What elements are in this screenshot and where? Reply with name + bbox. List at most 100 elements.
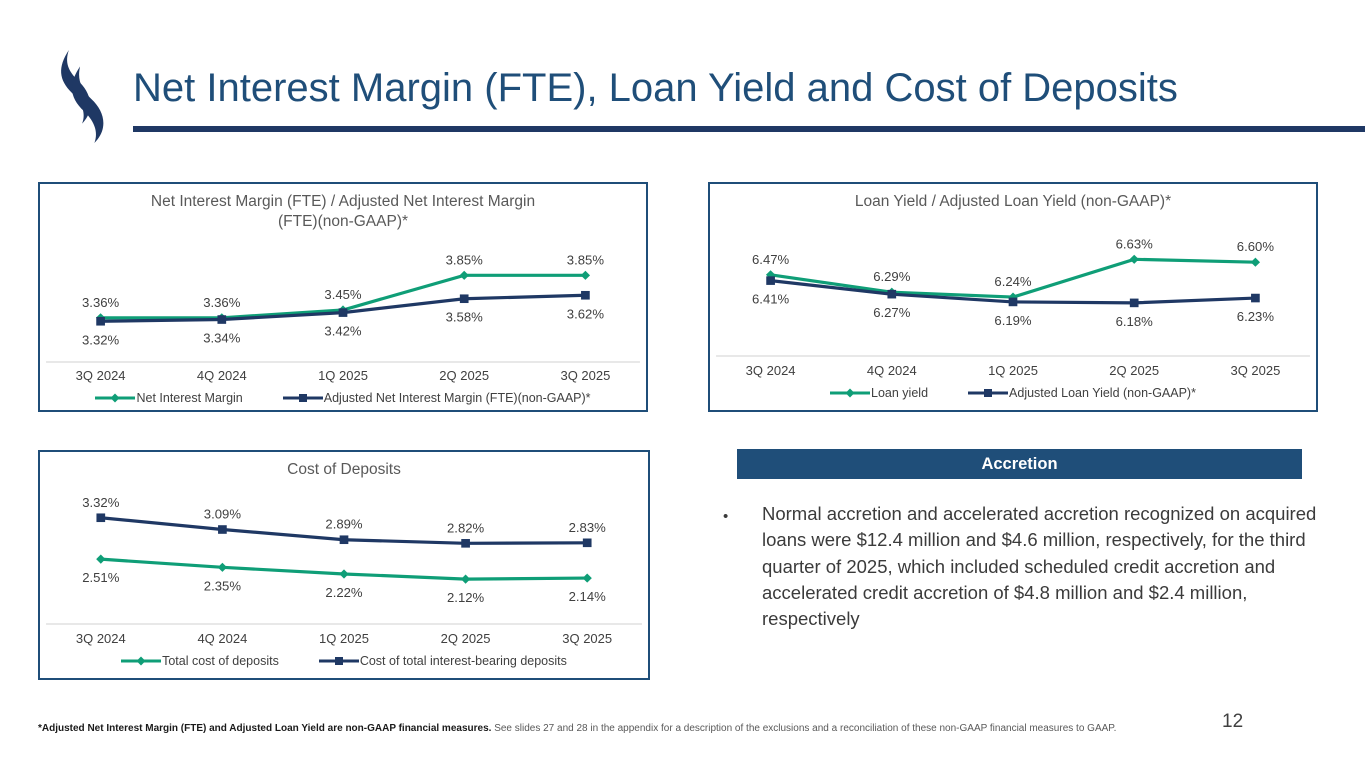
- data-label: 6.29%: [873, 269, 911, 284]
- data-label: 6.18%: [1116, 314, 1154, 329]
- data-label: 3.45%: [324, 287, 362, 302]
- square-marker: [582, 538, 592, 548]
- x-axis-label: 2Q 2025: [1109, 362, 1160, 378]
- data-label: 6.41%: [752, 292, 790, 307]
- data-label: 6.19%: [994, 313, 1032, 328]
- diamond-marker: [1129, 254, 1139, 265]
- legend-item: Adjusted Loan Yield (non-GAAP)*: [968, 386, 1196, 400]
- diamond-marker: [339, 569, 349, 579]
- x-axis-label: 2Q 2025: [440, 630, 491, 646]
- data-label: 2.22%: [325, 585, 363, 600]
- x-axis-label: 1Q 2025: [319, 630, 369, 646]
- diamond-marker: [582, 573, 592, 583]
- data-label: 6.63%: [1116, 237, 1154, 252]
- square-marker: [96, 513, 106, 523]
- data-label: 6.60%: [1237, 239, 1275, 254]
- data-label: 3.85%: [567, 253, 605, 268]
- data-label: 6.24%: [994, 274, 1032, 289]
- diamond-marker: [1250, 257, 1261, 267]
- square-marker: [887, 290, 897, 299]
- data-label: 3.42%: [324, 324, 362, 339]
- chart-title: Net Interest Margin (FTE) / Adjusted Net…: [150, 193, 536, 231]
- footnote-rest-text: See slides 27 and 28 in the appendix for…: [491, 723, 1117, 734]
- legend-label: Cost of total interest-bearing deposits: [359, 654, 567, 669]
- square-marker: [217, 315, 227, 325]
- page-title: Net Interest Margin (FTE), Loan Yield an…: [133, 66, 1178, 110]
- x-axis-label: 3Q 2025: [1230, 362, 1281, 378]
- square-marker: [1251, 293, 1260, 303]
- diamond-marker: [580, 271, 591, 281]
- x-axis-label: 3Q 2024: [75, 630, 126, 646]
- footnote: *Adjusted Net Interest Margin (FTE) and …: [38, 722, 1163, 736]
- chart-canvas: 6.47% 6.29% 6.24% 6.63% 6.60% 6.41% 6.27% 6.19%…: [716, 237, 1310, 357]
- company-logo-icon: [61, 50, 104, 143]
- legend-label: Loan yield: [871, 386, 929, 401]
- chart-loan-yield: Loan Yield / Adjusted Loan Yield (non-GA…: [708, 182, 1318, 412]
- chart-legend: Net Interest Margin Adjusted Net Interest…: [40, 385, 646, 410]
- square-marker: [766, 276, 775, 286]
- x-axis-label: 3Q 2025: [562, 630, 613, 646]
- chart-title: Cost of Deposits: [287, 461, 401, 478]
- x-axis-label: 3Q 2024: [75, 368, 126, 384]
- data-label: 3.36%: [203, 295, 241, 310]
- accretion-bullet-text: Normal accretion and accelerated accreti…: [762, 503, 1317, 630]
- diamond-marker: [217, 562, 228, 573]
- legend-label: Total cost of deposits: [162, 654, 279, 669]
- data-label: 6.27%: [873, 305, 911, 320]
- legend-marker-icon: [318, 657, 359, 666]
- data-label: 2.12%: [447, 590, 485, 605]
- accretion-header: Accretion: [737, 449, 1302, 479]
- legend-item: Cost of total interest-bearing deposits: [318, 654, 567, 669]
- square-marker: [338, 308, 348, 318]
- footnote-bold-text: *Adjusted Net Interest Margin (FTE) and …: [38, 723, 492, 734]
- x-axis-label: 1Q 2025: [318, 368, 368, 384]
- chart-canvas: 2.51% 2.35% 2.22% 2.12% 2.14% 3.32% 3.09% 2.89%…: [46, 495, 642, 625]
- square-marker: [1008, 297, 1018, 307]
- data-label: 2.82%: [447, 521, 485, 536]
- diamond-marker: [96, 554, 106, 564]
- chart-canvas: 3.36% 3.36% 3.45% 3.85% 3.85% 3.32% 3.34% 3.42%…: [46, 253, 640, 363]
- data-label: 3.32%: [82, 495, 120, 510]
- data-label: 6.23%: [1237, 309, 1275, 324]
- chart-legend: Total cost of deposits Cost of total inte…: [40, 648, 648, 674]
- legend-label: Adjusted Loan Yield (non-GAAP)*: [1009, 386, 1196, 401]
- data-label: 2.89%: [325, 517, 363, 532]
- square-marker: [581, 291, 590, 300]
- x-axis-label: 1Q 2025: [988, 362, 1038, 378]
- data-label: 2.51%: [82, 570, 120, 585]
- chart-title: Loan Yield / Adjusted Loan Yield (non-GA…: [854, 193, 1172, 210]
- chart-x-axis: 3Q 2024 4Q 2024 1Q 2025 2Q 2025 3Q 2025: [40, 366, 646, 385]
- chart-plot: 3.36% 3.36% 3.45% 3.85% 3.85% 3.32% 3.34% 3.42%…: [40, 234, 646, 366]
- legend-marker-icon: [121, 656, 162, 666]
- square-marker: [96, 317, 105, 326]
- x-axis-label: 3Q 2024: [745, 362, 796, 378]
- square-marker: [461, 539, 470, 548]
- accretion-bullet-item: • Normal accretion and accelerated accre…: [723, 501, 1328, 632]
- chart-plot: 6.47% 6.29% 6.24% 6.63% 6.60% 6.41% 6.27% 6.19%…: [710, 214, 1316, 360]
- diamond-marker: [459, 271, 469, 281]
- bullet-icon: •: [723, 508, 729, 525]
- title-underline: [133, 126, 1365, 132]
- x-axis-label: 4Q 2024: [196, 368, 247, 384]
- x-axis-label: 4Q 2024: [197, 630, 248, 646]
- legend-marker-icon: [282, 393, 323, 402]
- chart-x-axis: 3Q 2024 4Q 2024 1Q 2025 2Q 2025 3Q 2025: [710, 360, 1316, 380]
- square-marker: [1129, 298, 1139, 308]
- data-label: 3.34%: [203, 331, 241, 346]
- page-number: 12: [1222, 711, 1244, 732]
- legend-label: Net Interest Margin: [136, 390, 243, 405]
- data-label: 2.35%: [204, 579, 242, 594]
- chart-plot: 2.51% 2.35% 2.22% 2.12% 2.14% 3.32% 3.09% 2.89%…: [40, 482, 648, 628]
- chart-legend: Loan yield Adjusted Loan Yield (non-GAAP)…: [710, 380, 1316, 406]
- legend-marker-icon: [95, 393, 136, 403]
- x-axis-label: 3Q 2025: [560, 368, 611, 384]
- data-label: 6.47%: [752, 252, 790, 267]
- legend-marker-icon: [968, 389, 1009, 398]
- square-marker: [339, 535, 349, 545]
- data-label: 3.09%: [204, 507, 242, 522]
- legend-item: Total cost of deposits: [121, 654, 279, 668]
- chart-x-axis: 3Q 2024 4Q 2024 1Q 2025 2Q 2025 3Q 2025: [40, 628, 648, 648]
- data-label: 3.36%: [82, 295, 120, 310]
- data-label: 3.58%: [446, 310, 484, 325]
